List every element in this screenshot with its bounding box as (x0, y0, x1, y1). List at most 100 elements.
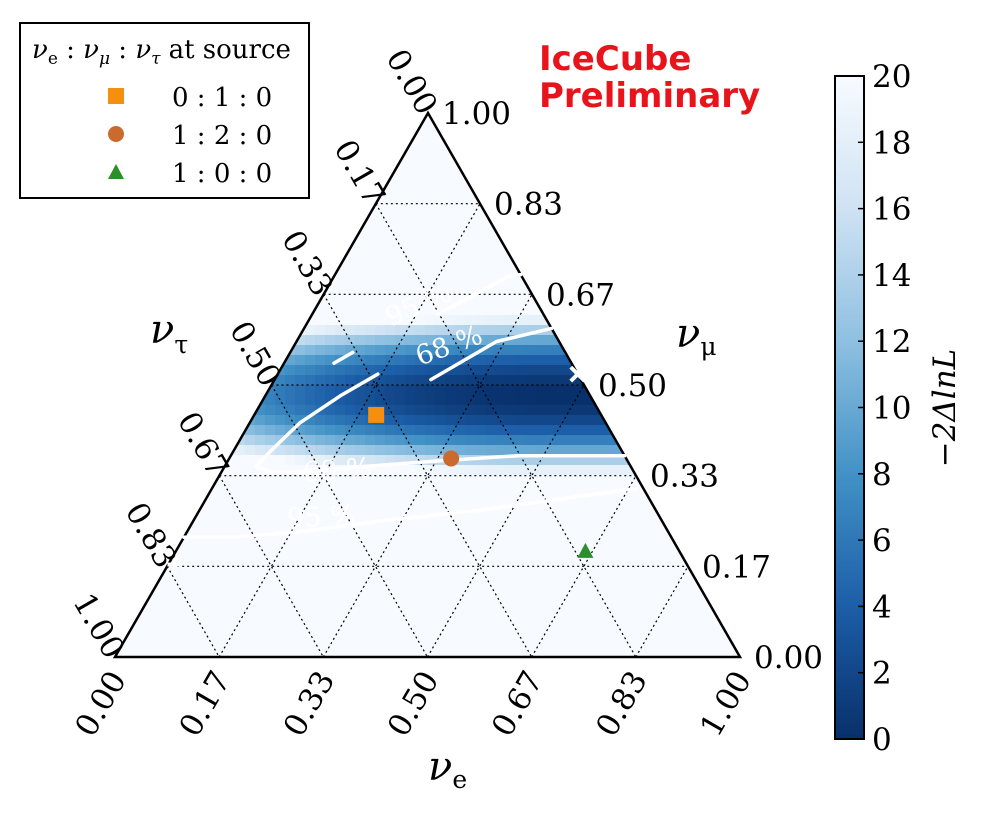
heatmap-cell (685, 125, 696, 136)
heatmap-cell (535, 595, 546, 606)
heatmap-cell (345, 125, 356, 136)
heatmap-cell (335, 365, 346, 376)
heatmap-cell (645, 145, 656, 156)
heatmap-cell (485, 465, 496, 476)
heatmap-cell (575, 145, 586, 156)
heatmap-cell (705, 625, 716, 636)
heatmap-cell (315, 565, 326, 576)
heatmap-cell (615, 315, 626, 326)
heatmap-cell (435, 545, 446, 556)
heatmap-cell (565, 535, 576, 546)
heatmap-cell (505, 385, 516, 396)
heatmap-cell (425, 305, 436, 316)
heatmap-cell (125, 595, 136, 606)
heatmap-cell (545, 645, 556, 656)
heatmap-cell (355, 465, 366, 476)
heatmap-cell (195, 265, 206, 276)
heatmap-cell (455, 375, 466, 386)
heatmap-cell (635, 525, 646, 536)
heatmap-cell (735, 625, 740, 636)
heatmap-cell (395, 275, 406, 286)
heatmap-cell (465, 605, 476, 616)
heatmap-cell (215, 545, 226, 556)
heatmap-cell (595, 555, 606, 566)
heatmap-cell (205, 305, 216, 316)
heatmap-cell (545, 625, 556, 636)
heatmap-cell (565, 125, 576, 136)
heatmap-cell (545, 115, 556, 126)
heatmap-cell (615, 535, 626, 546)
heatmap-cell (605, 405, 616, 416)
heatmap-cell (445, 505, 456, 516)
heatmap-cell (145, 395, 156, 406)
heatmap-cell (555, 395, 566, 406)
heatmap-cell (665, 565, 676, 576)
heatmap-cell (325, 495, 336, 506)
heatmap-cell (435, 385, 446, 396)
heatmap-cell (215, 245, 226, 256)
heatmap-cell (375, 345, 386, 356)
heatmap-cell (595, 255, 606, 266)
heatmap-cell (555, 515, 566, 526)
heatmap-cell (175, 315, 186, 326)
heatmap-cell (625, 145, 636, 156)
heatmap-cell (365, 475, 376, 486)
heatmap-cell (245, 465, 256, 476)
heatmap-cell (745, 625, 756, 636)
heatmap-cell (535, 265, 546, 276)
heatmap-cell (515, 345, 526, 356)
heatmap-cell (665, 425, 676, 436)
heatmap-cell (455, 225, 466, 236)
heatmap-cell (445, 495, 456, 506)
heatmap-cell (605, 495, 616, 506)
heatmap-cell (185, 285, 196, 296)
heatmap-cell (505, 345, 516, 356)
heatmap-cell (375, 205, 386, 216)
heatmap-cell (605, 445, 616, 456)
heatmap-cell (335, 535, 346, 546)
heatmap-cell (645, 415, 656, 426)
heatmap-cell (565, 565, 576, 576)
colorbar-tick-label: 6 (872, 523, 892, 559)
heatmap-cell (125, 225, 136, 236)
heatmap-cell (575, 155, 586, 166)
heatmap-cell (735, 475, 740, 486)
heatmap-cell (555, 535, 566, 546)
heatmap-cell (205, 495, 216, 506)
heatmap-cell (285, 395, 296, 406)
heatmap-cell (355, 605, 366, 616)
heatmap-cell (665, 615, 676, 626)
heatmap-cell (395, 365, 406, 376)
heatmap-cell (485, 425, 496, 436)
heatmap-cell (405, 185, 416, 196)
heatmap-cell (575, 235, 586, 246)
heatmap-cell (505, 575, 516, 586)
heatmap-cell (405, 175, 416, 186)
heatmap-cell (305, 345, 316, 356)
heatmap-cell (325, 365, 336, 376)
heatmap-cell (585, 535, 596, 546)
heatmap-cell (455, 235, 466, 246)
heatmap-cell (225, 505, 236, 516)
heatmap-cell (225, 635, 236, 646)
heatmap-cell (175, 255, 186, 266)
heatmap-cell (375, 605, 386, 616)
heatmap-cell (655, 645, 666, 656)
heatmap-cell (375, 135, 386, 146)
source-markers (167, 365, 594, 572)
heatmap-cell (585, 255, 596, 266)
heatmap-cell (365, 385, 376, 396)
heatmap-cell (195, 545, 206, 556)
heatmap-cell (585, 205, 596, 216)
heatmap-cell (115, 605, 126, 616)
heatmap-cell (525, 485, 536, 496)
heatmap-cell (245, 515, 256, 526)
heatmap-cell (485, 305, 496, 316)
heatmap-cell (155, 385, 166, 396)
heatmap-cell (495, 365, 506, 376)
heatmap-cell (395, 205, 406, 216)
heatmap-cell (395, 345, 406, 356)
heatmap-cell (605, 205, 616, 216)
heatmap-cell (525, 325, 536, 336)
heatmap-cell (495, 555, 506, 566)
